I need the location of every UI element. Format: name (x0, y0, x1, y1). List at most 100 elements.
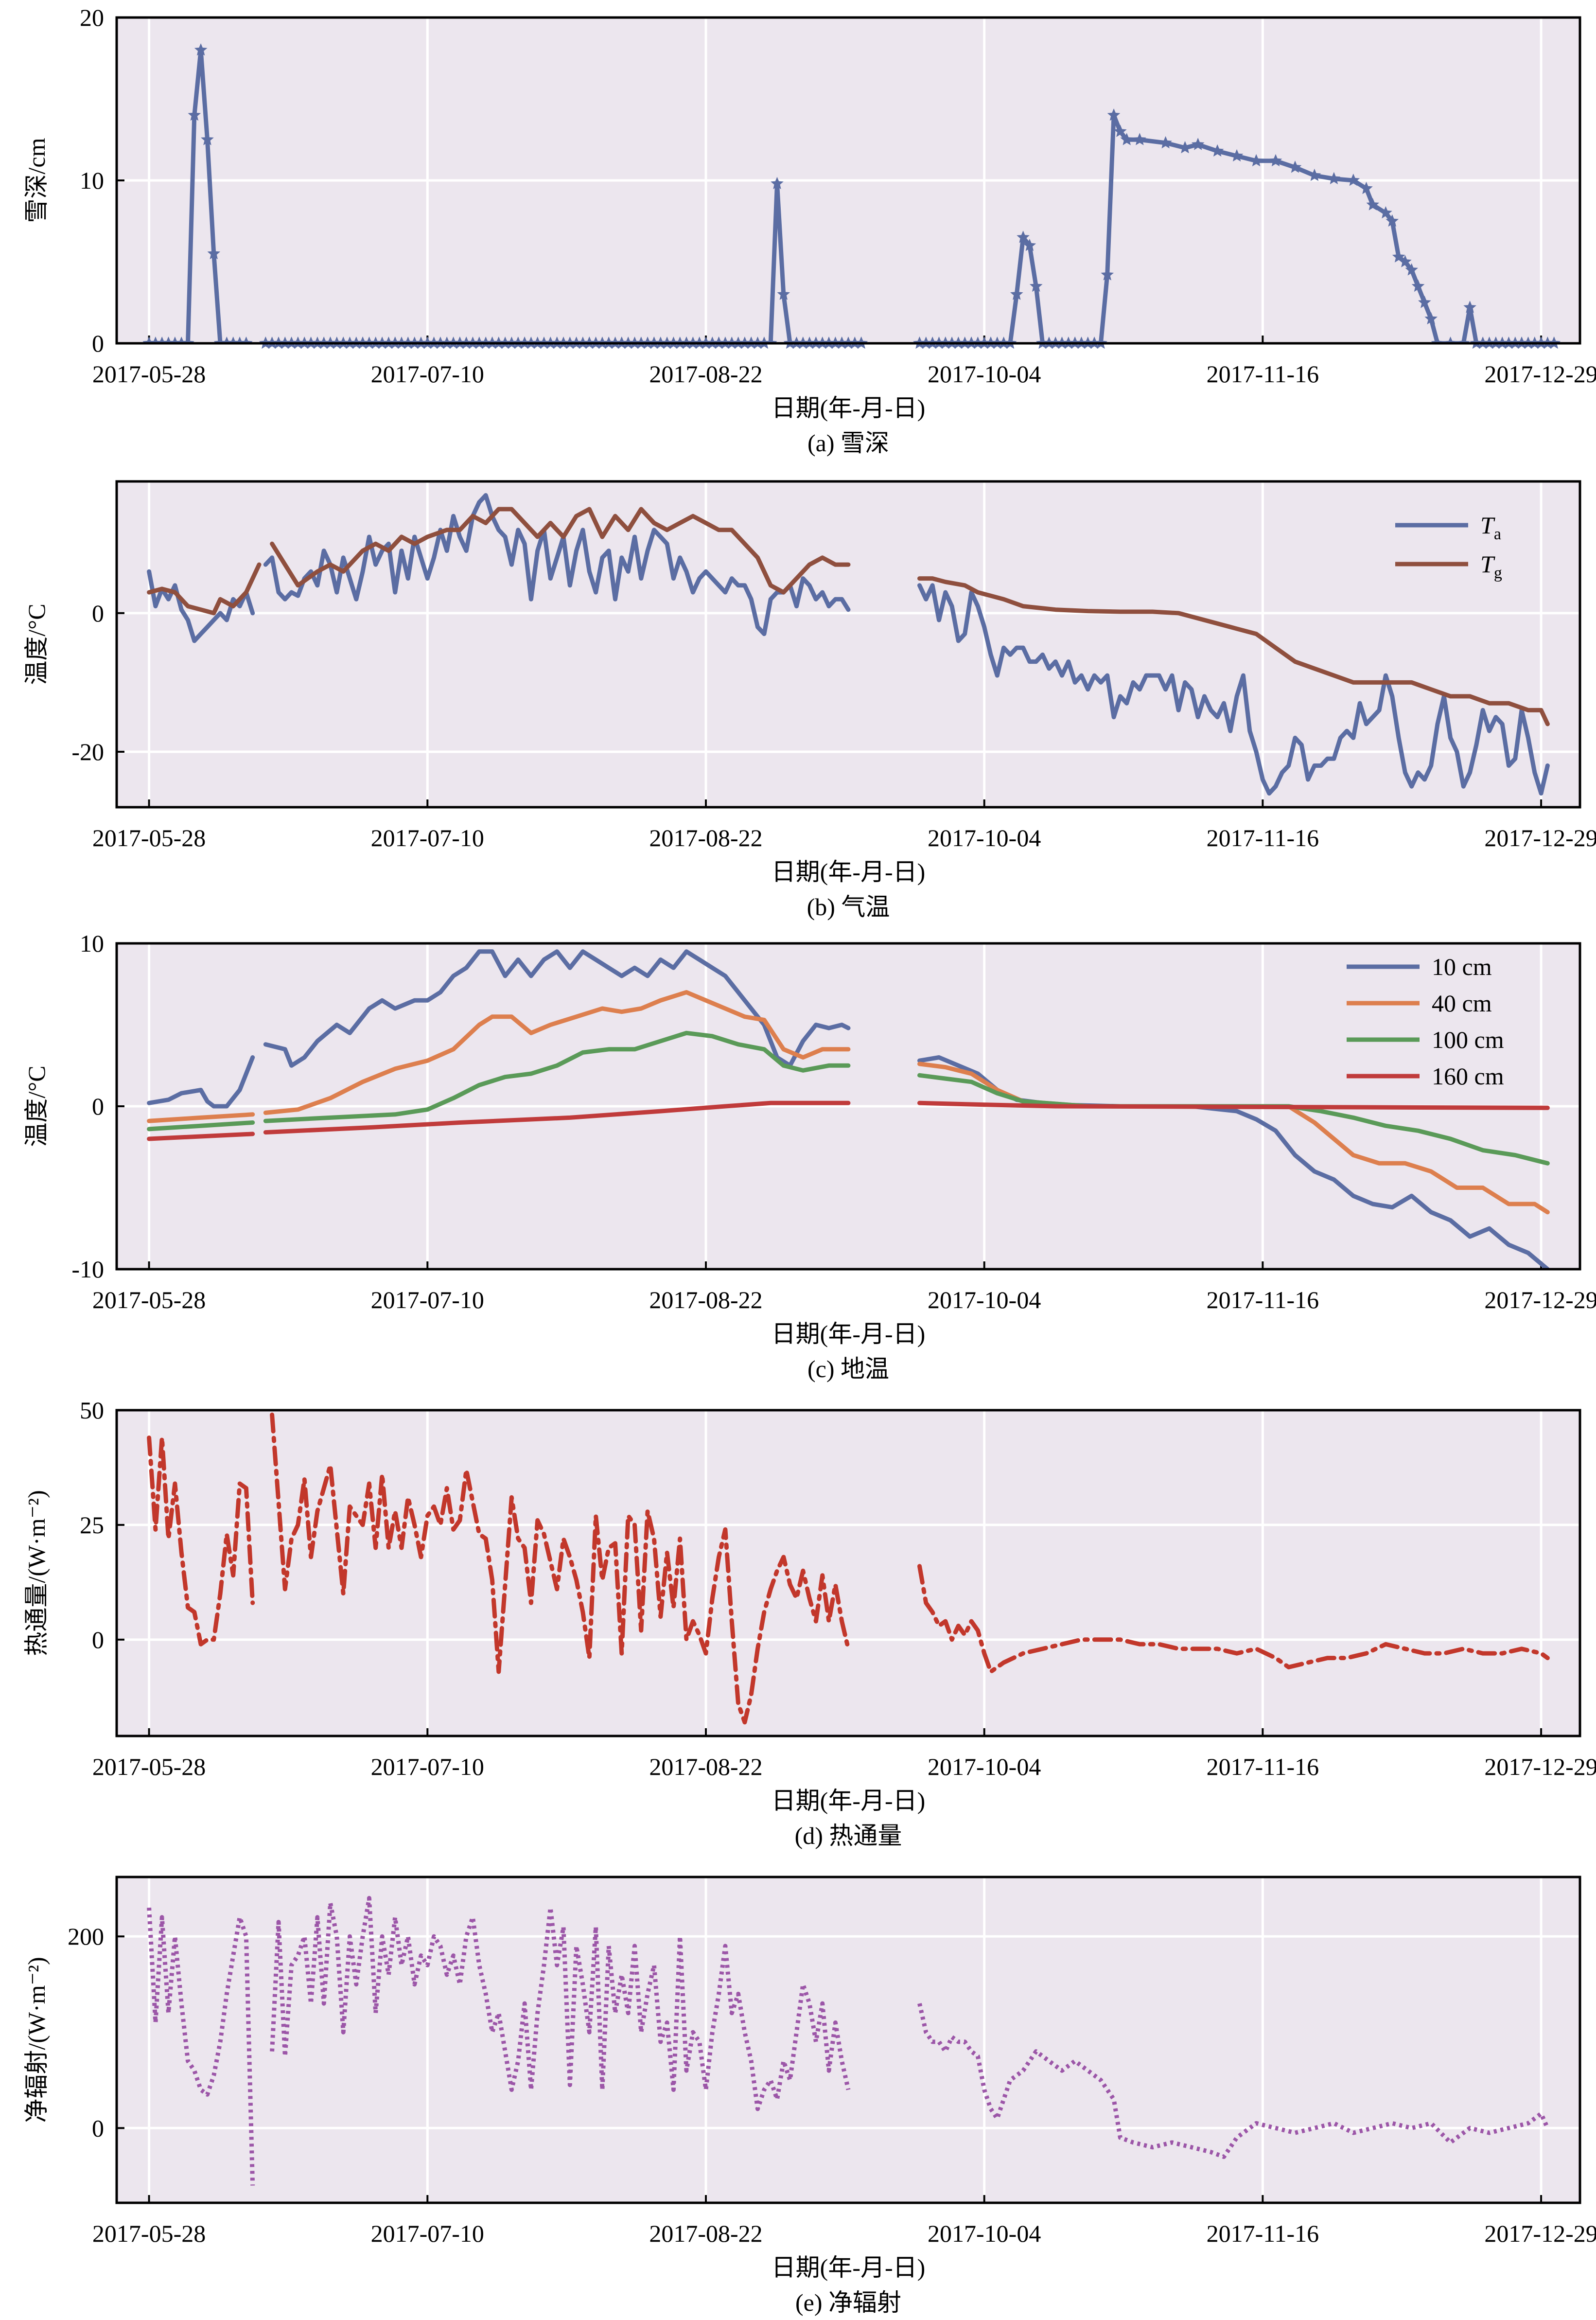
data-point-marker (1230, 149, 1244, 162)
x-axis-label: 日期(年-月-日) (772, 1787, 926, 1814)
x-tick-label: 2017-10-04 (928, 360, 1041, 388)
x-tick-label: 2017-12-29 (1484, 1753, 1596, 1780)
x-tick-label: 2017-08-22 (649, 360, 762, 388)
data-point-marker (1159, 136, 1172, 149)
data-point-marker (771, 177, 784, 189)
data-point-marker (1457, 336, 1470, 343)
x-tick-label: 2017-10-04 (928, 824, 1041, 851)
x-tick-label: 2017-11-16 (1207, 1286, 1319, 1313)
x-tick-label: 2017-10-04 (928, 2220, 1041, 2247)
x-tick-label: 2017-12-29 (1484, 2220, 1596, 2247)
y-tick-label: 50 (80, 1397, 104, 1424)
series-line (147, 1055, 255, 1109)
y-tick-label: 0 (92, 600, 104, 627)
x-tick-label: 2017-08-22 (649, 1286, 762, 1313)
series-line (270, 507, 851, 595)
legend-label: 10 cm (1432, 953, 1492, 980)
series-line (147, 48, 248, 343)
data-point-marker (1405, 263, 1418, 276)
x-axis-label: 日期(年-月-日) (772, 1320, 926, 1347)
plot-background (117, 1410, 1580, 1736)
x-tick-label: 2017-11-16 (1207, 2220, 1319, 2247)
series-line (917, 1100, 1550, 1110)
data-point-marker (1366, 198, 1380, 211)
series-a (142, 43, 1561, 343)
data-point-marker (777, 287, 790, 300)
data-point-marker (1379, 206, 1392, 219)
x-tick-label: 2017-10-04 (928, 1753, 1041, 1780)
y-axis-label: 温度/°C (23, 603, 50, 685)
data-point-marker (1010, 287, 1023, 300)
series-line (147, 562, 262, 616)
plot-frame (115, 1409, 1581, 1737)
x-tick-label: 2017-07-10 (371, 1753, 484, 1780)
series-40-cm (147, 990, 1550, 1215)
series-e (147, 1895, 1550, 2186)
data-point-marker (1431, 336, 1444, 343)
legend-label: Tg (1480, 550, 1502, 582)
series-line (917, 1564, 1550, 1674)
x-tick-label: 2017-08-22 (649, 824, 762, 851)
data-point-marker (1133, 133, 1146, 145)
data-point-marker (1114, 124, 1127, 137)
x-tick-label: 2017-12-29 (1484, 824, 1596, 851)
data-point-marker (188, 108, 201, 121)
data-point-marker (1418, 296, 1431, 308)
x-tick-label: 2017-08-22 (649, 2220, 762, 2247)
data-point-marker (1017, 230, 1030, 243)
data-point-marker (1210, 144, 1224, 157)
y-tick-label: 20 (80, 4, 104, 31)
plot-frame (115, 942, 1581, 1271)
plot-frame (115, 16, 1581, 345)
y-tick-label: 200 (68, 1923, 104, 1950)
y-axis-label: 雪深/cm (23, 138, 50, 223)
y-tick-label: 0 (92, 330, 104, 357)
data-point-marker (1120, 133, 1133, 145)
x-tick-label: 2017-12-29 (1484, 1286, 1596, 1313)
data-point-marker (1411, 279, 1425, 292)
y-tick-label: 10 (80, 167, 104, 194)
y-axis-label: 热通量/(W·m⁻²) (23, 1490, 50, 1656)
data-point-marker (1107, 108, 1121, 121)
x-tick-label: 2017-05-28 (92, 1753, 206, 1780)
panel-a: 2017-05-28 2017-07-10 2017-08-22 2017-10-04… (23, 4, 1596, 457)
series-line (147, 1112, 255, 1123)
x-axis-label: 日期(年-月-日) (772, 2254, 926, 2281)
y-tick-label: 25 (80, 1511, 104, 1539)
legend: 10 cm 40 cm 100 cm 160 cm (1347, 953, 1504, 1090)
series-d (147, 1412, 1550, 1725)
data-point-marker (1178, 141, 1192, 154)
data-point-marker (1463, 301, 1476, 313)
series-line (263, 181, 864, 343)
data-point-marker (207, 247, 221, 260)
legend-label: 40 cm (1432, 990, 1492, 1017)
data-point-marker (1444, 336, 1457, 343)
legend-label: 100 cm (1432, 1026, 1504, 1053)
series-line (147, 1120, 255, 1132)
x-tick-label: 2017-11-16 (1207, 360, 1319, 388)
data-point-marker (240, 336, 253, 343)
series-line (263, 493, 851, 637)
legend-subscript: g (1494, 564, 1502, 582)
data-point-marker (1347, 174, 1360, 186)
data-point-marker (1424, 312, 1438, 325)
series-line (147, 1435, 255, 1647)
x-axis-label: 日期(年-月-日) (772, 858, 926, 885)
y-tick-label: 0 (92, 2114, 104, 2142)
series-line (917, 1073, 1550, 1166)
data-point-marker (1360, 181, 1373, 195)
legend-subscript: a (1494, 525, 1501, 543)
panel-caption: (d) 热通量 (795, 1822, 902, 1849)
panel-c: 2017-05-28 2017-07-10 2017-08-22 2017-10-04… (23, 930, 1596, 1382)
y-tick-label: 0 (92, 1093, 104, 1120)
data-point-marker (181, 336, 194, 343)
x-tick-label: 2017-12-29 (1484, 360, 1596, 388)
plot-frame (115, 1876, 1581, 2204)
panel-b: 2017-05-28 2017-07-10 2017-08-22 2017-10-04… (23, 480, 1596, 921)
data-point-marker (1399, 255, 1412, 267)
panel-e: 2017-05-28 2017-07-10 2017-08-22 2017-10-04… (23, 1876, 1596, 2316)
series-line (270, 1412, 851, 1725)
legend: Ta Tg (1395, 512, 1502, 582)
y-tick-label: -10 (71, 1256, 104, 1283)
